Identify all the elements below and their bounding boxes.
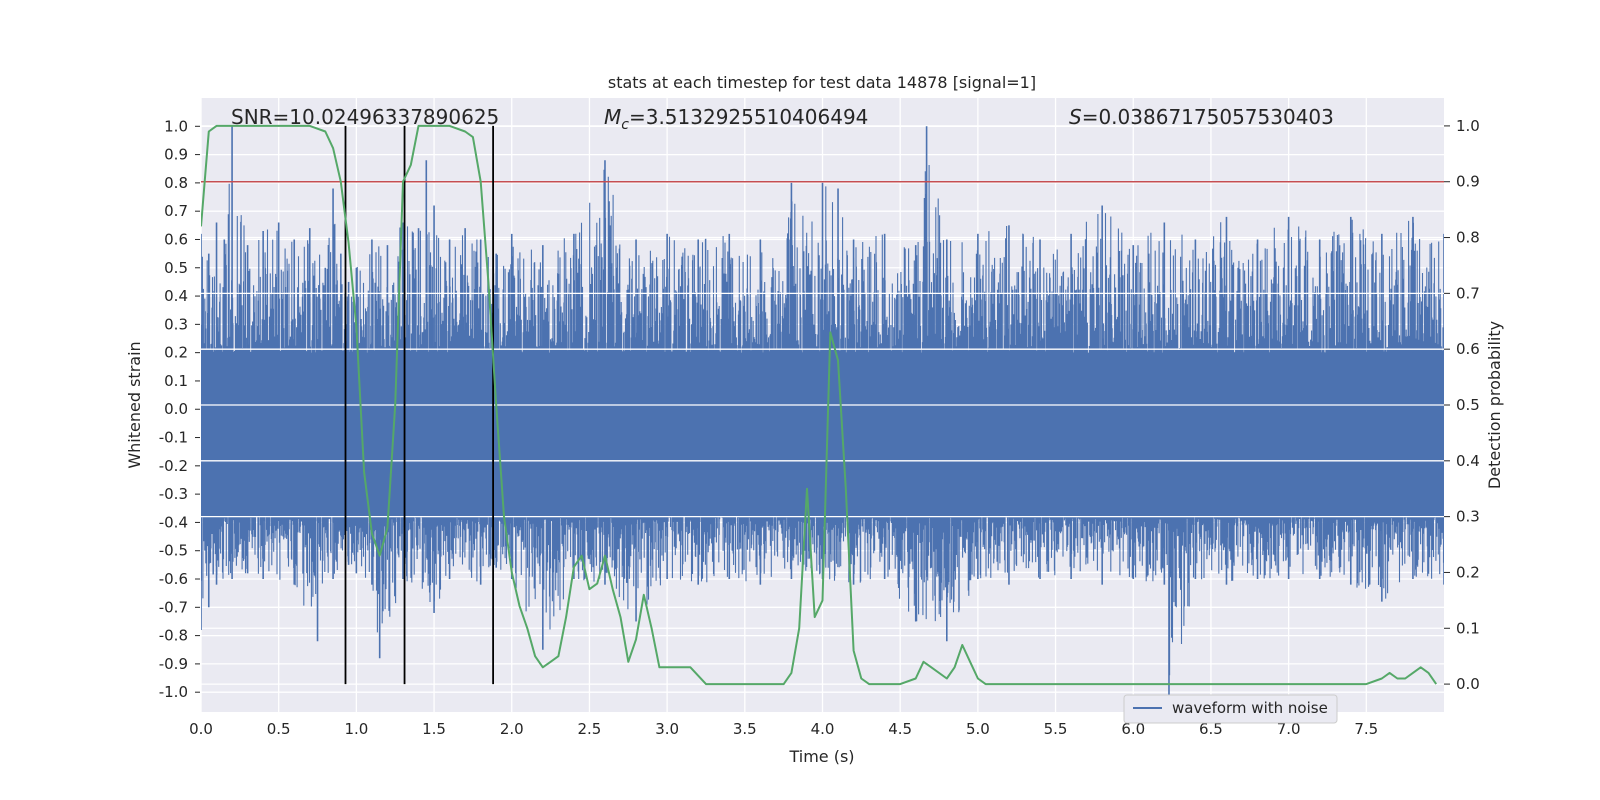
x-axis-label: Time (s) [788, 747, 854, 766]
y-right-tick-label: 0.9 [1456, 173, 1480, 191]
x-tick-label: 3.0 [655, 720, 679, 738]
x-tick-label: 7.0 [1277, 720, 1301, 738]
y-left-tick-label: 0.1 [164, 372, 188, 390]
y-left-tick-label: 0.7 [164, 202, 188, 220]
spin-annotation: S=0.03867175057530403 [1069, 105, 1334, 129]
y-left-tick-label: -0.5 [159, 542, 188, 560]
legend-label-waveform: waveform with noise [1172, 699, 1328, 717]
y-left-tick-label: 0.0 [164, 400, 188, 418]
y-left-tick-label: -0.4 [159, 513, 188, 531]
y-right-tick-label: 0.5 [1456, 396, 1480, 414]
x-tick-label: 1.5 [422, 720, 446, 738]
x-tick-label: 7.5 [1354, 720, 1378, 738]
y-left-tick-label: -0.9 [159, 655, 188, 673]
y-left-tick-label: 0.8 [164, 174, 188, 192]
y-left-tick-label: -0.3 [159, 485, 188, 503]
y-left-tick-label: 0.5 [164, 259, 188, 277]
chirp-mass-subscript: c [621, 117, 629, 133]
legend-box [1123, 694, 1338, 724]
x-tick-label: 6.5 [1199, 720, 1223, 738]
snr-annotation: SNR=10.02496337890625 [231, 105, 499, 129]
x-tick-label: 2.5 [578, 720, 602, 738]
x-tick-label: 3.5 [733, 720, 757, 738]
legend: waveform with noise [1123, 694, 1338, 724]
y-right-tick-label: 0.3 [1456, 508, 1480, 526]
y-left-tick-label: 1.0 [164, 117, 188, 135]
x-tick-label: 6.0 [1121, 720, 1145, 738]
y-right-tick-label: 1.0 [1456, 117, 1480, 135]
tick-labels: 0.0 0.5 1.0 1.5 2.0 2.5 3.0 3.5 4.0 4.5 5.0 5.5 6.0 6… [159, 117, 1480, 738]
x-tick-label: 0.5 [267, 720, 291, 738]
y-right-tick-label: 0.7 [1456, 284, 1480, 302]
x-tick-label: 4.5 [888, 720, 912, 738]
spin-value: =0.03867175057530403 [1082, 105, 1334, 129]
detection-probability-line [201, 124, 1438, 686]
y-left-tick-label: -0.1 [159, 429, 188, 447]
y-left-tick-label: 0.2 [164, 344, 188, 362]
overlay-layer [201, 124, 1444, 686]
x-tick-label: 1.0 [344, 720, 368, 738]
waveform-layer [201, 126, 1444, 707]
y-left-tick-label: -0.7 [159, 598, 188, 616]
y-left-tick-label: 0.4 [164, 287, 188, 305]
x-tick-label: 5.5 [1044, 720, 1068, 738]
y-right-tick-label: 0.1 [1456, 619, 1480, 637]
y-axis-label-right: Detection probability [1485, 321, 1504, 489]
chirp-mass-annotation: Mc=3.5132925510406494 [604, 105, 868, 133]
y-axis-label-left: Whitened strain [125, 341, 144, 468]
y-left-tick-label: -0.2 [159, 457, 188, 475]
chart-title: stats at each timestep for test data 148… [608, 73, 1036, 92]
y-right-tick-label: 0.2 [1456, 563, 1480, 581]
y-right-tick-label: 0.8 [1456, 229, 1480, 247]
y-right-tick-label: 0.4 [1456, 452, 1480, 470]
chirp-mass-symbol: M [604, 105, 621, 129]
y-left-tick-label: -0.8 [159, 627, 188, 645]
y-left-tick-label: -0.6 [159, 570, 188, 588]
y-left-tick-label: 0.6 [164, 230, 188, 248]
chirp-mass-value: =3.5132925510406494 [629, 105, 868, 129]
x-tick-label: 4.0 [811, 720, 835, 738]
y-right-tick-label: 0.6 [1456, 340, 1480, 358]
y-left-tick-label: -1.0 [159, 683, 188, 701]
spin-symbol: S [1069, 105, 1082, 129]
y-left-tick-label: 0.9 [164, 146, 188, 164]
x-tick-label: 0.0 [189, 720, 213, 738]
x-tick-label: 2.0 [500, 720, 524, 738]
y-left-tick-label: 0.3 [164, 315, 188, 333]
waveform-core-band [201, 352, 1444, 517]
x-tick-label: 5.0 [966, 720, 990, 738]
y-right-tick-label: 0.0 [1456, 675, 1480, 693]
